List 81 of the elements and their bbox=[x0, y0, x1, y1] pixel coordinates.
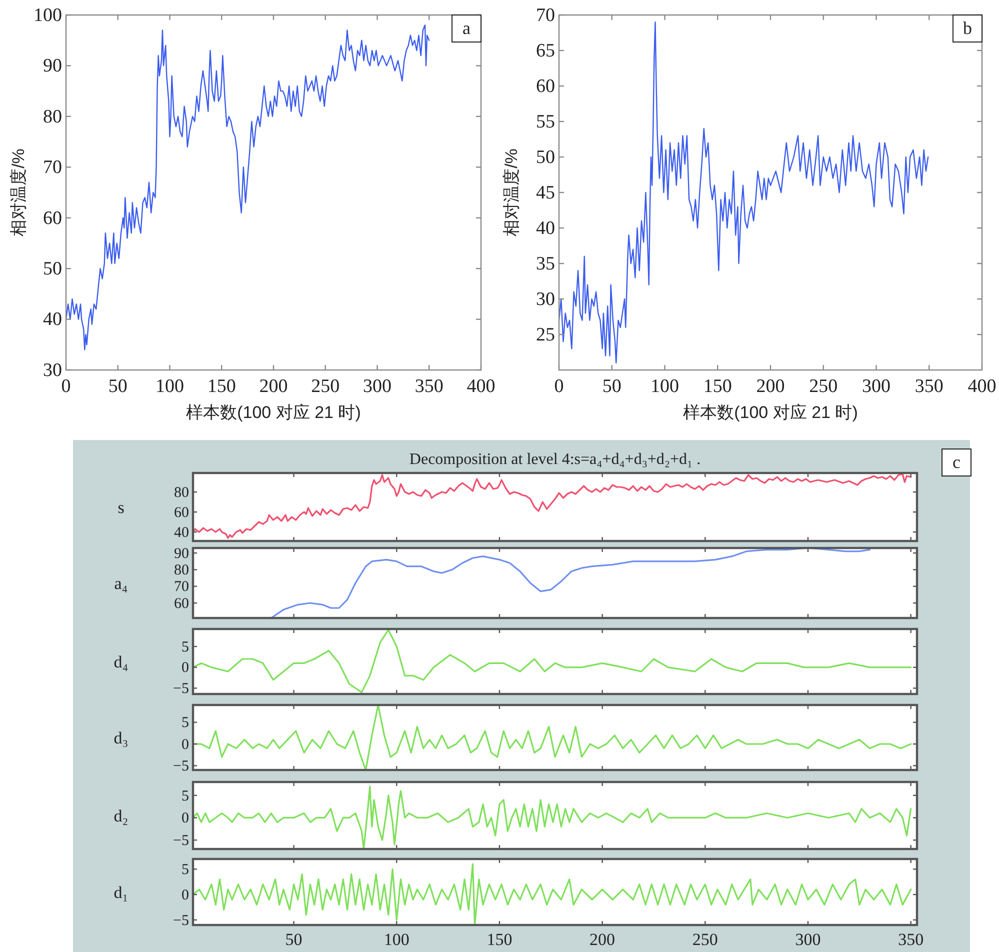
text: c bbox=[952, 452, 960, 472]
annotation: b bbox=[963, 18, 972, 38]
y-tick-label: 5 bbox=[182, 715, 189, 732]
y-tick-label: 5 bbox=[182, 862, 189, 878]
y-axis-title: 相对温度/% bbox=[9, 148, 28, 236]
y-tick-label: 60 bbox=[174, 596, 189, 612]
y-tick-label: 50 bbox=[43, 258, 62, 280]
y-tick-label: 60 bbox=[174, 504, 189, 521]
y-tick-label: 40 bbox=[43, 309, 62, 330]
y-tick-label: 65 bbox=[536, 40, 555, 62]
line-series bbox=[193, 786, 912, 849]
y-tick-label: 40 bbox=[174, 524, 189, 541]
y-tick-label: 90 bbox=[174, 546, 189, 562]
y-tick-label: 5 bbox=[182, 639, 189, 656]
x-tick-label: 350 bbox=[414, 376, 444, 397]
y-tick-label: 90 bbox=[43, 56, 62, 77]
y-tick-label: 30 bbox=[43, 360, 62, 381]
x-tick-label: 350 bbox=[914, 376, 944, 397]
y-tick-label: −5 bbox=[173, 832, 189, 849]
y-tick-label: 60 bbox=[43, 208, 62, 229]
x-tick-label: 150 bbox=[207, 376, 236, 397]
y-tick-label: 0 bbox=[182, 660, 189, 676]
y-axis-title: a₄ bbox=[114, 574, 128, 593]
x-tick-label: 100 bbox=[384, 930, 410, 949]
x-tick-label: 300 bbox=[363, 376, 392, 397]
y-tick-label: 40 bbox=[536, 218, 555, 239]
x-tick-label: 300 bbox=[795, 930, 821, 949]
line-series bbox=[193, 863, 912, 925]
y-tick-label: 0 bbox=[182, 887, 189, 904]
y-tick-label: 70 bbox=[174, 579, 189, 596]
y-tick-label: 30 bbox=[536, 288, 555, 310]
x-tick-label: 150 bbox=[486, 930, 512, 949]
y-tick-label: −5 bbox=[173, 758, 189, 775]
y-tick-label: 70 bbox=[536, 4, 555, 26]
x-tick-label: 250 bbox=[809, 376, 838, 397]
line-series bbox=[270, 548, 870, 618]
line-series bbox=[66, 24, 430, 350]
y-axis-title: d₄ bbox=[114, 652, 128, 672]
y-tick-label: 60 bbox=[536, 76, 555, 97]
x-axis-title: 样本数(100 对应 21 时) bbox=[683, 403, 858, 422]
y-axis-title: 相对温度/% bbox=[502, 148, 521, 236]
x-axis-title: 样本数(100 对应 21 时) bbox=[186, 403, 361, 422]
y-axis-title: s bbox=[118, 498, 124, 517]
x-tick-label: 150 bbox=[703, 376, 732, 397]
chart-title: Decomposition at level 4:s=a₄+d₄+d₃+d₂+d₁ . bbox=[409, 451, 701, 468]
x-tick-label: 350 bbox=[898, 930, 924, 949]
x-tick-label: 300 bbox=[862, 376, 890, 397]
y-tick-label: 100 bbox=[34, 4, 62, 26]
line-series bbox=[559, 22, 929, 364]
y-tick-label: 80 bbox=[174, 562, 189, 579]
x-tick-label: 250 bbox=[311, 376, 340, 397]
x-tick-label: 200 bbox=[756, 376, 785, 397]
x-tick-label: 50 bbox=[285, 930, 302, 949]
y-axis-title: d₂ bbox=[114, 806, 128, 826]
y-tick-label: 80 bbox=[174, 484, 189, 501]
x-tick-label: 50 bbox=[108, 376, 128, 397]
y-tick-label: 35 bbox=[536, 253, 555, 274]
y-tick-label: −5 bbox=[173, 912, 189, 929]
line-series bbox=[193, 629, 912, 694]
x-tick-label: 50 bbox=[602, 376, 622, 397]
y-tick-label: 70 bbox=[43, 157, 62, 178]
line-series bbox=[193, 473, 912, 539]
y-tick-label: 55 bbox=[536, 111, 555, 132]
line-series bbox=[193, 705, 912, 770]
y-tick-label: 5 bbox=[182, 788, 189, 804]
y-tick-label: 0 bbox=[182, 810, 189, 827]
x-tick-label: 200 bbox=[590, 930, 616, 949]
x-tick-label: 250 bbox=[692, 930, 718, 949]
y-axis-title: d₁ bbox=[114, 883, 128, 902]
y-axis-title: d₃ bbox=[114, 728, 128, 748]
x-tick-label: 400 bbox=[968, 376, 996, 397]
y-tick-label: 25 bbox=[536, 324, 555, 346]
y-tick-label: 80 bbox=[43, 106, 62, 128]
y-tick-label: 50 bbox=[536, 146, 555, 168]
annotation: a bbox=[462, 18, 470, 38]
x-tick-label: 400 bbox=[466, 376, 496, 397]
y-tick-label: −5 bbox=[173, 681, 189, 698]
y-tick-label: 45 bbox=[536, 182, 555, 204]
x-tick-label: 200 bbox=[259, 376, 288, 397]
y-tick-label: 0 bbox=[182, 736, 189, 753]
x-tick-label: 100 bbox=[650, 376, 679, 397]
